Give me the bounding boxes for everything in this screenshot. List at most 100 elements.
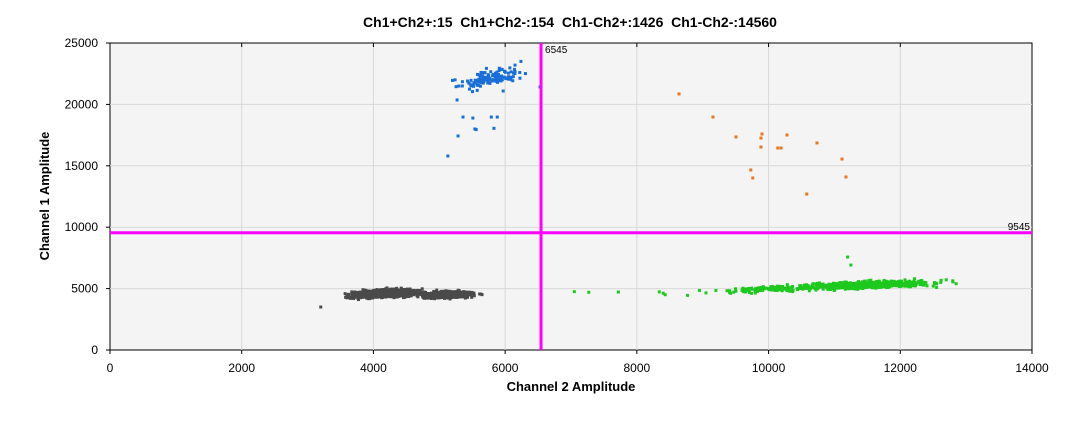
ch1negch2pos-point [896,282,900,286]
ch1negch2neg-point [409,290,413,294]
x-tick-label: 14000 [1015,361,1049,375]
ch1negch2neg-point [394,294,398,298]
ch1negch2neg-point [414,290,418,294]
ch1negch2pos-point [912,283,916,287]
ch1negch2neg-point [359,293,363,297]
ch1negch2pos-point [912,279,916,283]
ch1posch2neg-point [495,115,499,119]
ch1negch2neg-point [468,292,472,296]
ch1negch2pos-point [836,286,840,290]
ch1negch2neg-point [472,291,476,295]
ch1posch2neg-point [502,75,506,79]
ch1negch2neg-point [403,290,407,294]
ch1posch2neg-point [500,68,504,72]
ch1negch2pos-point [750,291,754,295]
y-tick-label: 15000 [65,159,99,173]
ch1negch2neg-point [458,292,462,296]
ch1negch2pos-point [728,289,732,293]
ch1negch2pos-point [732,290,736,294]
ch1negch2neg-point [364,293,368,297]
ch1posch2neg-point [493,71,497,75]
ch1posch2neg-point [493,74,497,78]
ch1posch2neg-point [471,116,475,120]
ch1negch2neg-point [470,290,474,294]
ch1negch2pos-point [931,284,935,288]
ch1posch2neg-point [473,78,477,82]
y-tick-label: 10000 [65,220,99,234]
ch1posch2pos-point [711,115,715,119]
ch1negch2pos-point [777,284,781,288]
ch1negch2neg-point [356,298,360,302]
ch1negch2pos-point [740,288,744,292]
ch1posch2neg-point [523,72,527,76]
ch1negch2neg-point [396,294,400,298]
ch1negch2pos-point [572,290,576,294]
ch1posch2neg-point [480,71,484,75]
ch1posch2neg-point [501,89,505,93]
y-tick-label: 25000 [65,36,99,50]
ch1negch2pos-point [785,283,789,287]
ch1negch2pos-point [839,285,843,289]
ch1posch2neg-point [489,115,493,119]
ch1negch2pos-point [939,280,943,284]
ch1negch2pos-point [879,281,883,285]
ch1posch2neg-point [503,70,507,74]
ch1posch2neg-point [486,81,490,85]
ch1negch2neg-point [443,294,447,298]
ch1negch2pos-point [587,290,591,294]
ch1negch2pos-point [901,282,905,286]
ch1posch2neg-point [475,72,479,76]
ch1negch2neg-point [379,289,383,293]
ch1negch2neg-point [419,293,423,297]
ch1negch2pos-point [859,284,863,288]
ch1negch2neg-point [395,289,399,293]
ch1negch2neg-point [405,294,409,298]
ch1posch2neg-point [471,83,475,87]
ch1negch2neg-point [416,295,420,299]
ch1negch2pos-point [775,287,779,291]
ch1posch2neg-point [497,66,501,70]
ch1negch2pos-point [758,288,762,292]
ch1posch2pos-point [844,175,848,179]
ch1negch2pos-point [909,280,913,284]
ch1negch2pos-point [919,282,923,286]
ch1negch2pos-point [786,287,790,291]
ch1posch2pos-point [779,146,783,150]
ch1negch2pos-point [815,283,819,287]
ch1negch2neg-point [365,296,369,300]
ch1posch2neg-point [512,67,516,71]
ch1negch2pos-point [769,288,773,292]
ch1negch2pos-point [909,285,913,289]
ch1posch2neg-point [479,80,483,84]
ch1negch2pos-point [924,281,928,285]
ch1negch2pos-point [845,283,849,287]
ch1negch2pos-point [934,281,938,285]
ch1negch2pos-point [791,285,795,289]
ch1negch2pos-point [884,284,888,288]
ch1negch2pos-point [917,279,921,283]
ch1negch2neg-point [420,287,424,291]
ch1negch2neg-point [419,290,423,294]
ch1negch2neg-point [401,291,405,295]
ch1posch2neg-point [489,70,493,74]
ch1posch2neg-point [490,79,494,83]
ch1negch2neg-point [421,293,425,297]
threshold-lines[interactable]: 6545 9545 [110,43,1032,350]
ch1posch2neg-point [456,134,460,138]
ch1negch2pos-point [903,284,907,288]
ch1negch2pos-point [616,290,620,294]
ch1negch2pos-point [905,282,909,286]
y-tick-label: 5000 [71,282,98,296]
ch1posch2neg-point [508,66,512,70]
ch1negch2neg-point [379,295,383,299]
axis-ticks: 0 2000 4000 6000 8000 10000 12000 14000 0 5000 100… [65,36,1049,375]
ch1negch2pos-point [914,282,918,286]
ch1negch2pos-point [753,287,757,291]
ch1posch2neg-point [507,75,511,79]
ch1negch2pos-point [743,287,747,291]
ch1negch2neg-point [451,290,455,294]
ch1posch2neg-point [519,59,523,63]
ch1posch2neg-point [487,74,491,78]
ch1negch2pos-point [817,285,821,289]
ch1negch2pos-point [829,283,833,287]
